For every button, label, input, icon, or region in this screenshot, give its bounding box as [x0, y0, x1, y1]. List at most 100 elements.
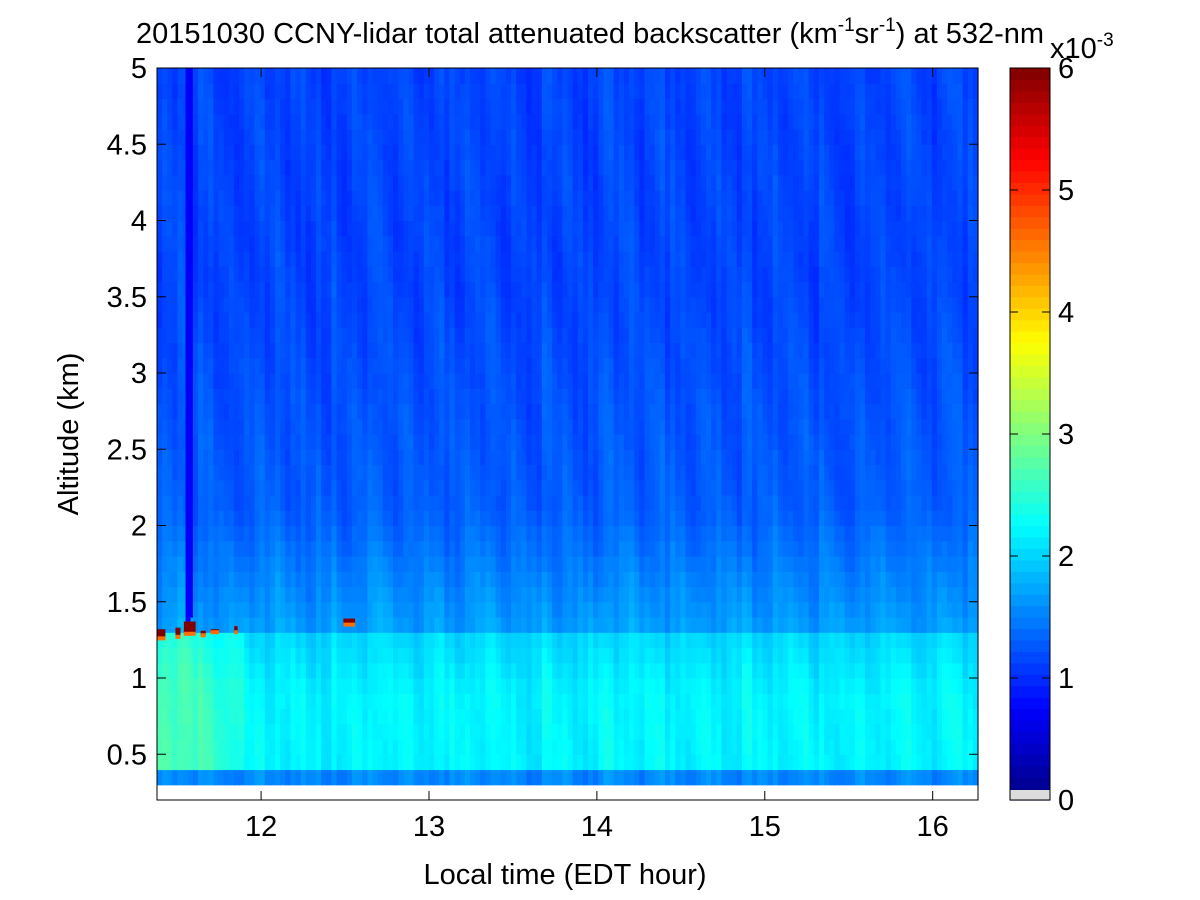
heatmap-cell [428, 281, 435, 298]
heatmap-cell [608, 678, 615, 694]
heatmap-cell [557, 327, 563, 344]
heatmap-cell [249, 449, 256, 466]
heatmap-cell [331, 388, 338, 405]
heatmap-cell [603, 617, 610, 633]
heatmap-cell [434, 739, 440, 755]
heatmap-cell [685, 144, 692, 161]
heatmap-cell [588, 342, 594, 359]
heatmap-cell [290, 479, 297, 496]
heatmap-cell [700, 739, 707, 755]
heatmap-cell [454, 68, 461, 84]
heatmap-cell [290, 235, 297, 252]
heatmap-cell [408, 327, 415, 344]
heatmap-cell [541, 190, 548, 206]
heatmap-cell [680, 190, 687, 206]
heatmap-cell [449, 556, 456, 572]
heatmap-cell [664, 296, 671, 313]
heatmap-cell [485, 129, 492, 145]
heatmap-cell [162, 327, 168, 344]
heatmap-cell [326, 266, 333, 283]
heatmap-cell [208, 357, 215, 374]
heatmap-cell [557, 235, 563, 252]
heatmap-cell [526, 708, 533, 725]
heatmap-cell [480, 144, 486, 161]
heatmap-cell [428, 601, 435, 618]
heatmap-cell [572, 754, 579, 771]
heatmap-cell [316, 266, 322, 283]
heatmap-cell [213, 235, 220, 252]
heatmap-cell [439, 632, 445, 649]
heatmap-cell [511, 449, 517, 466]
heatmap-cell [644, 327, 651, 344]
heatmap-cell [377, 220, 384, 237]
heatmap-cell [485, 693, 492, 710]
heatmap-cell [613, 479, 620, 496]
heatmap-cell [634, 495, 640, 511]
heatmap-cell [505, 693, 512, 710]
plot-area: 12 13 14 15 16 0.511.522.533.544.55 [107, 53, 979, 843]
heatmap-cell [608, 327, 615, 344]
heatmap-cell [285, 510, 292, 527]
heatmap-cell [167, 190, 173, 206]
heatmap-cell [459, 571, 466, 588]
heatmap-cell [254, 449, 261, 466]
heatmap-cell [275, 68, 281, 84]
heatmap-cell [634, 418, 640, 435]
heatmap-cell [654, 510, 661, 527]
heatmap-cell [485, 68, 492, 84]
heatmap-cell [372, 129, 379, 145]
heatmap-cell [357, 601, 363, 618]
heatmap-cell [290, 540, 297, 557]
heatmap-cell [280, 266, 286, 283]
heatmap-cell [351, 769, 358, 786]
heatmap-cell [654, 617, 661, 633]
heatmap-cell [351, 647, 358, 664]
heatmap-cell [464, 342, 471, 359]
heatmap-cell [357, 418, 363, 435]
heatmap-cell [634, 556, 640, 572]
chart-title-exp1: -1 [838, 15, 855, 36]
heatmap-cell [192, 754, 199, 771]
heatmap-cell [664, 723, 671, 740]
heatmap-cell [321, 693, 327, 710]
heatmap-cell [413, 205, 420, 222]
heatmap-cell [269, 586, 276, 603]
heatmap-cell [208, 601, 215, 618]
heatmap-cell [305, 235, 312, 252]
heatmap-cell [480, 83, 486, 100]
heatmap-cell [341, 525, 348, 542]
heatmap-cell [305, 769, 312, 786]
heatmap-cell [362, 327, 368, 344]
heatmap-cell [546, 601, 553, 618]
heatmap-cell [228, 449, 235, 466]
heatmap-cell [244, 174, 250, 191]
heatmap-cell [690, 251, 697, 267]
heatmap-cell [459, 495, 466, 511]
heatmap-cell [531, 312, 538, 328]
heatmap-cell [500, 769, 507, 786]
heatmap-cell [495, 571, 502, 588]
heatmap-cell [629, 342, 635, 359]
heatmap-cell [341, 190, 348, 206]
heatmap-cell [177, 495, 184, 511]
heatmap-cell [444, 220, 451, 237]
heatmap-cell [670, 190, 676, 206]
heatmap-cell [634, 327, 640, 344]
heatmap-cell [357, 388, 363, 405]
heatmap-cell [588, 327, 594, 344]
heatmap-cell [629, 449, 635, 466]
heatmap-cell [336, 617, 343, 633]
heatmap-cell [613, 190, 620, 206]
heatmap-cell [490, 388, 497, 405]
heatmap-cell [480, 342, 486, 359]
heatmap-cell [428, 113, 435, 130]
heatmap-cell [418, 342, 425, 359]
heatmap-cell [346, 723, 353, 740]
heatmap-cell [285, 98, 292, 115]
heatmap-cell [239, 632, 245, 649]
heatmap-cell [382, 159, 389, 176]
heatmap-cell [598, 769, 605, 786]
heatmap-cell [187, 601, 194, 618]
heatmap-cell [162, 617, 168, 633]
heatmap-cell [316, 693, 322, 710]
